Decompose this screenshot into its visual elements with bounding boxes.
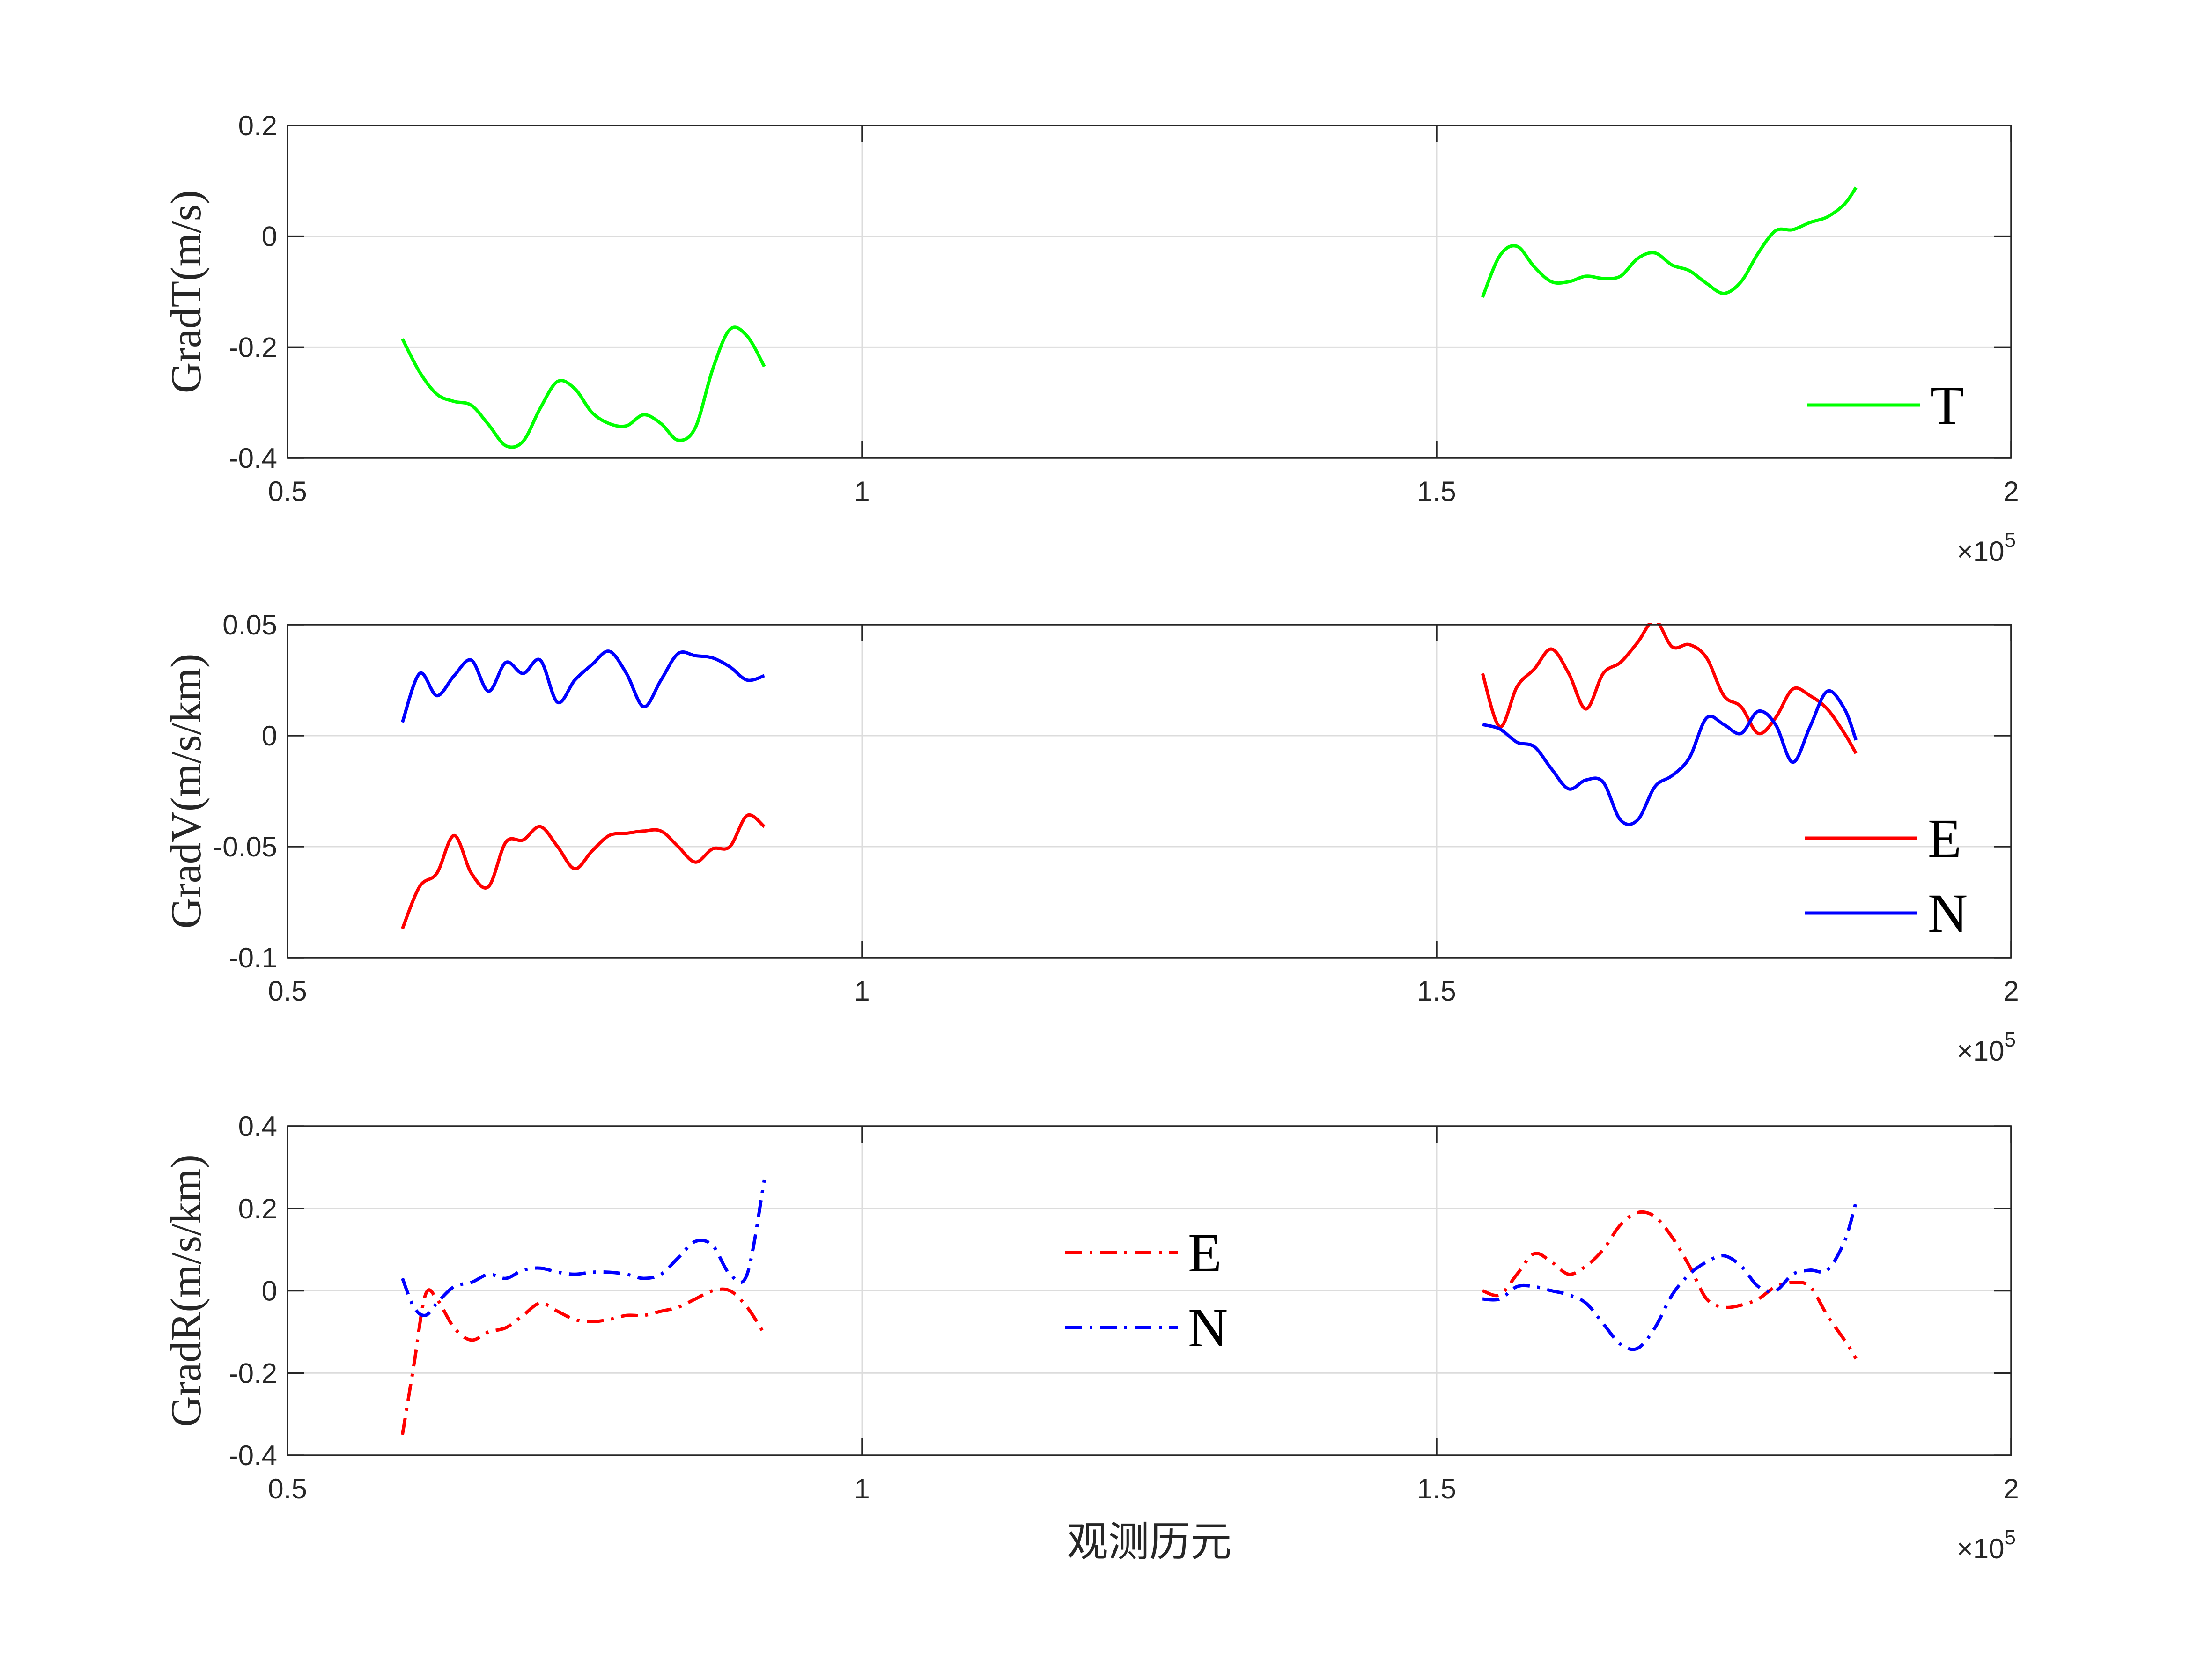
chart-panel-gradR: 0.5 1 1.5 2 -0.4 -0.2 0 0.2 0.4 ×105 GradR(m/s/km)…: [162, 1111, 2019, 1566]
y-axis-label: GradT(m/s): [162, 190, 210, 393]
y-tick-label: 0.2: [238, 110, 277, 141]
x-tick-label: 1: [854, 975, 870, 1007]
chart-panel-gradT: 0.5 1 1.5 2 -0.4 -0.2 0 0.2 ×105 GradT(m/s) T: [162, 110, 2019, 567]
axes-box: [287, 125, 2012, 459]
series-line-e-segment-1: [401, 813, 766, 929]
x-axis-label: 观测历元: [1067, 1518, 1231, 1566]
y-tick-label: 0.4: [238, 1111, 277, 1142]
x-exponent-base: ×10: [1957, 536, 2005, 567]
legend-label-t: T: [1930, 375, 1964, 436]
x-tick-label: 2: [2003, 975, 2019, 1007]
y-tick-label: -0.4: [229, 1440, 277, 1471]
series-group: [400, 1179, 1858, 1435]
series-line-e-segment-1: [400, 1287, 766, 1435]
y-tick-label: -0.2: [229, 332, 277, 363]
series-line-n-segment-2: [1482, 1202, 1858, 1351]
x-exponent-power: 5: [2005, 1028, 2016, 1051]
series-line-n-segment-1: [401, 1179, 766, 1317]
series-line-n-segment-1: [401, 649, 765, 723]
x-exponent-label: ×105: [1957, 1526, 2016, 1564]
series-line-n-segment-2: [1482, 689, 1858, 826]
legend-label-e: E: [1928, 808, 1961, 869]
y-tick-label: -0.2: [229, 1357, 277, 1389]
x-tick-label: 2: [2003, 1473, 2019, 1504]
x-exponent-label: ×105: [1957, 529, 2016, 567]
x-tick-label: 1.5: [1417, 1473, 1456, 1504]
legend: EN: [1805, 808, 1968, 944]
x-tick-label: 2: [2003, 476, 2019, 507]
series-group: [401, 623, 1858, 929]
x-tick-label: 1.5: [1417, 476, 1456, 507]
x-exponent-base: ×10: [1957, 1533, 2005, 1564]
y-tick-label: -0.4: [229, 442, 277, 474]
series-line-t-segment-1: [401, 325, 766, 449]
x-tick-label: 0.5: [268, 476, 307, 507]
x-tick-label: 0.5: [268, 975, 307, 1007]
chart-panel-gradV: 0.5 1 1.5 2 -0.1 -0.05 0 0.05 ×105 GradV(m/s/km) E…: [162, 609, 2019, 1067]
series-group: [401, 186, 1858, 449]
x-tick-label: 1: [854, 476, 870, 507]
x-exponent-base: ×10: [1957, 1035, 2005, 1067]
axes-box: [287, 624, 2012, 959]
x-tick-label: 1: [854, 1473, 870, 1504]
y-tick-label: -0.05: [213, 831, 277, 863]
x-exponent-label: ×105: [1957, 1028, 2016, 1067]
x-tick-label: 1.5: [1417, 975, 1456, 1007]
y-tick-label: 0: [262, 221, 277, 252]
y-tick-label: 0.05: [222, 609, 277, 641]
y-tick-label: 0: [262, 720, 277, 752]
series-line-e-segment-2: [1481, 623, 1858, 754]
y-axis-label: GradV(m/s/km): [162, 654, 210, 929]
x-exponent-power: 5: [2005, 1526, 2016, 1549]
plot-area: [288, 125, 2011, 458]
y-axis-label: GradR(m/s/km): [162, 1154, 210, 1427]
x-tick-label: 0.5: [268, 1473, 307, 1504]
legend-label-n: N: [1928, 883, 1968, 944]
legend: EN: [1065, 1222, 1228, 1358]
legend-label-e: E: [1188, 1222, 1222, 1283]
y-tick-label: 0.2: [238, 1193, 277, 1224]
series-line-t-segment-2: [1481, 186, 1858, 298]
series-line-e-segment-2: [1482, 1210, 1858, 1360]
y-tick-label: -0.1: [229, 942, 277, 973]
legend: T: [1807, 375, 1964, 436]
legend-label-n: N: [1188, 1297, 1228, 1358]
y-tick-label: 0: [262, 1276, 277, 1307]
x-exponent-power: 5: [2005, 529, 2016, 552]
